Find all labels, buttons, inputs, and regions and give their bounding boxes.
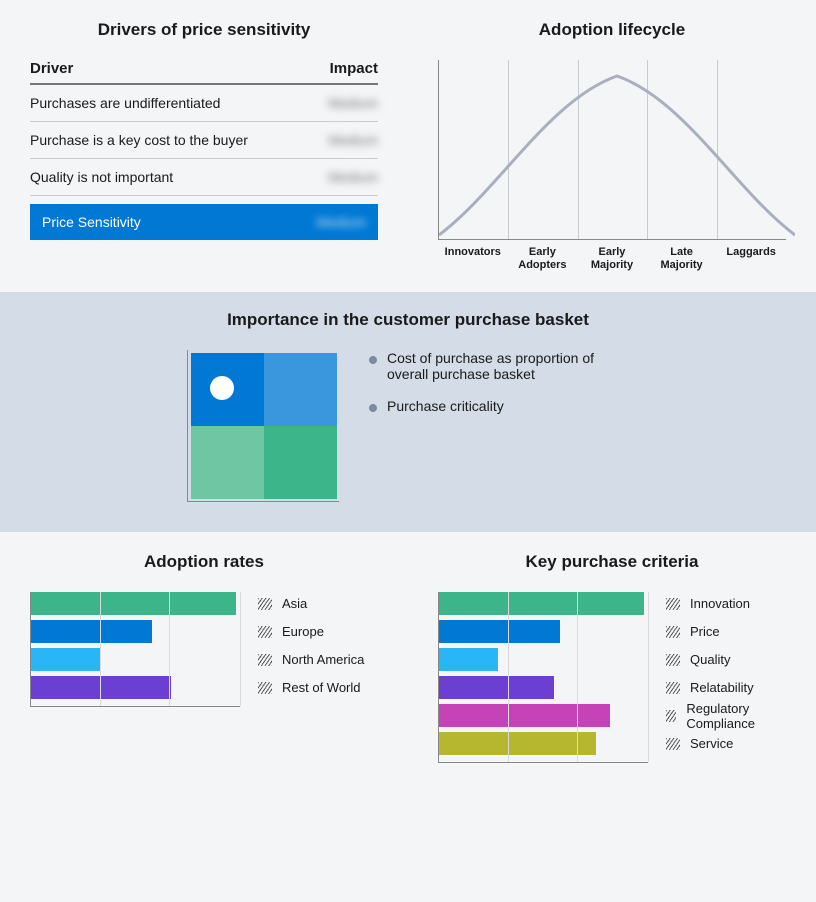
importance-quadrant [187, 350, 339, 502]
drivers-summary-label: Price Sensitivity [42, 214, 141, 230]
importance-panel: Importance in the customer purchase bask… [0, 292, 816, 532]
hatch-icon [258, 682, 272, 694]
criteria-legend-item: Service [666, 732, 786, 755]
drivers-col-driver: Driver [30, 60, 73, 77]
criteria-legend-label: Innovation [690, 596, 750, 611]
criteria-gridline [577, 592, 578, 762]
lifecycle-segment-label: Laggards [716, 246, 786, 272]
importance-legend-label: Cost of purchase as proportion of overal… [387, 350, 629, 382]
adoption-legend-item: Asia [258, 592, 378, 615]
lifecycle-labels: InnovatorsEarlyAdoptersEarlyMajorityLate… [438, 246, 786, 272]
adoption-rates-panel: Adoption rates Asia Europe North America Re… [0, 532, 408, 783]
drivers-row-label: Purchase is a key cost to the buyer [30, 132, 248, 148]
drivers-row-impact: Medium [328, 169, 378, 185]
quadrant-cell [264, 426, 337, 499]
drivers-row: Purchases are undifferentiated Medium [30, 85, 378, 122]
drivers-title: Drivers of price sensitivity [30, 20, 378, 40]
legend-bullet-icon [369, 356, 377, 364]
criteria-legend-item: Quality [666, 648, 786, 671]
importance-title: Importance in the customer purchase bask… [30, 310, 786, 330]
criteria-bar [439, 592, 644, 615]
criteria-legend-item: Price [666, 620, 786, 643]
hatch-icon [666, 598, 680, 610]
criteria-gridline [508, 592, 509, 762]
criteria-legend-label: Quality [690, 652, 730, 667]
adoption-rates-legend: Asia Europe North America Rest of World [258, 592, 378, 707]
criteria-legend-label: Relatability [690, 680, 754, 695]
importance-legend-item: Purchase criticality [369, 398, 629, 414]
adoption-rates-bars [30, 592, 240, 707]
drivers-summary-impact: Medium [316, 214, 366, 230]
lifecycle-title: Adoption lifecycle [438, 20, 786, 40]
drivers-row: Purchase is a key cost to the buyer Mediu… [30, 122, 378, 159]
adoption-bar [31, 620, 152, 643]
adoption-gridline [240, 592, 241, 706]
quadrant-cell [191, 426, 264, 499]
criteria-legend-item: Innovation [666, 592, 786, 615]
hatch-icon [666, 682, 680, 694]
key-criteria-panel: Key purchase criteria Innovation Price Qua… [408, 532, 816, 783]
lifecycle-segment-label: EarlyAdopters [508, 246, 578, 272]
drivers-summary: Price Sensitivity Medium [30, 204, 378, 240]
adoption-gridline [100, 592, 101, 706]
hatch-icon [666, 626, 680, 638]
drivers-row-impact: Medium [328, 132, 378, 148]
criteria-legend-label: Regulatory Compliance [686, 701, 786, 731]
drivers-row-label: Quality is not important [30, 169, 173, 185]
lifecycle-curve [439, 60, 795, 240]
key-criteria-legend: Innovation Price Quality Relatability Regula… [666, 592, 786, 763]
criteria-legend-item: Relatability [666, 676, 786, 699]
criteria-legend-item: Regulatory Compliance [666, 704, 786, 727]
adoption-legend-item: Rest of World [258, 676, 378, 699]
criteria-bar [439, 704, 610, 727]
criteria-legend-label: Service [690, 736, 733, 751]
criteria-bar [439, 676, 554, 699]
importance-legend: Cost of purchase as proportion of overal… [369, 350, 629, 502]
importance-legend-item: Cost of purchase as proportion of overal… [369, 350, 629, 382]
adoption-legend-item: Europe [258, 620, 378, 643]
lifecycle-segment-label: EarlyMajority [577, 246, 647, 272]
lifecycle-segment-label: LateMajority [647, 246, 717, 272]
adoption-gridline [169, 592, 170, 706]
drivers-row: Quality is not important Medium [30, 159, 378, 196]
drivers-row-impact: Medium [328, 95, 378, 111]
hatch-icon [258, 598, 272, 610]
hatch-icon [666, 654, 680, 666]
criteria-bar [439, 648, 498, 671]
drivers-header: Driver Impact [30, 60, 378, 85]
criteria-bar [439, 732, 596, 755]
criteria-legend-label: Price [690, 624, 720, 639]
criteria-gridline [648, 592, 649, 762]
importance-legend-label: Purchase criticality [387, 398, 504, 414]
lifecycle-chart [438, 60, 786, 240]
adoption-legend-label: Asia [282, 596, 307, 611]
drivers-row-label: Purchases are undifferentiated [30, 95, 220, 111]
hatch-icon [666, 710, 676, 722]
hatch-icon [666, 738, 680, 750]
hatch-icon [258, 654, 272, 666]
key-criteria-title: Key purchase criteria [438, 552, 786, 572]
drivers-col-impact: Impact [330, 60, 378, 77]
quadrant-cell [264, 353, 337, 426]
key-criteria-bars [438, 592, 648, 763]
adoption-legend-label: Rest of World [282, 680, 361, 695]
lifecycle-segment-label: Innovators [438, 246, 508, 272]
adoption-bar [31, 592, 236, 615]
adoption-rates-title: Adoption rates [30, 552, 378, 572]
adoption-legend-item: North America [258, 648, 378, 671]
criteria-bar [439, 620, 560, 643]
adoption-legend-label: Europe [282, 624, 324, 639]
drivers-table: Driver Impact Purchases are undifferenti… [30, 60, 378, 240]
lifecycle-panel: Adoption lifecycle InnovatorsEarlyAdopte… [408, 0, 816, 292]
legend-bullet-icon [369, 404, 377, 412]
drivers-panel: Drivers of price sensitivity Driver Impa… [0, 0, 408, 292]
hatch-icon [258, 626, 272, 638]
adoption-legend-label: North America [282, 652, 364, 667]
adoption-bar [31, 676, 171, 699]
adoption-bar [31, 648, 100, 671]
